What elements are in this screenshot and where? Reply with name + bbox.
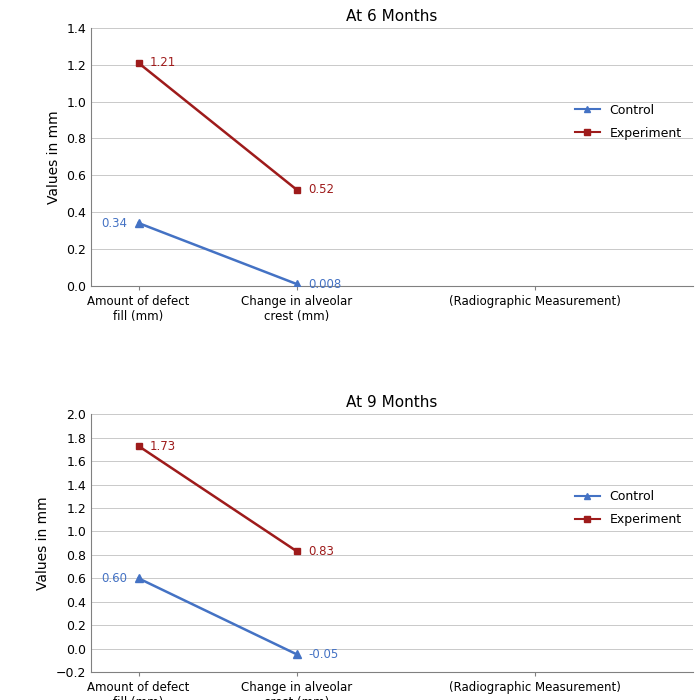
- Text: 0.52: 0.52: [308, 183, 334, 197]
- Text: 0.34: 0.34: [102, 216, 127, 230]
- Text: -0.05: -0.05: [308, 648, 338, 661]
- Text: 1.21: 1.21: [150, 57, 176, 69]
- Title: At 9 Months: At 9 Months: [346, 395, 438, 410]
- Y-axis label: Values in mm: Values in mm: [47, 110, 61, 204]
- Title: At 6 Months: At 6 Months: [346, 9, 438, 24]
- Legend: Control, Experiment: Control, Experiment: [570, 99, 687, 145]
- Text: 1.73: 1.73: [150, 440, 176, 452]
- Legend: Control, Experiment: Control, Experiment: [570, 485, 687, 531]
- Y-axis label: Values in mm: Values in mm: [36, 496, 50, 590]
- Text: 0.60: 0.60: [102, 572, 127, 584]
- Text: 0.83: 0.83: [308, 545, 334, 558]
- Text: 0.008: 0.008: [308, 278, 342, 290]
